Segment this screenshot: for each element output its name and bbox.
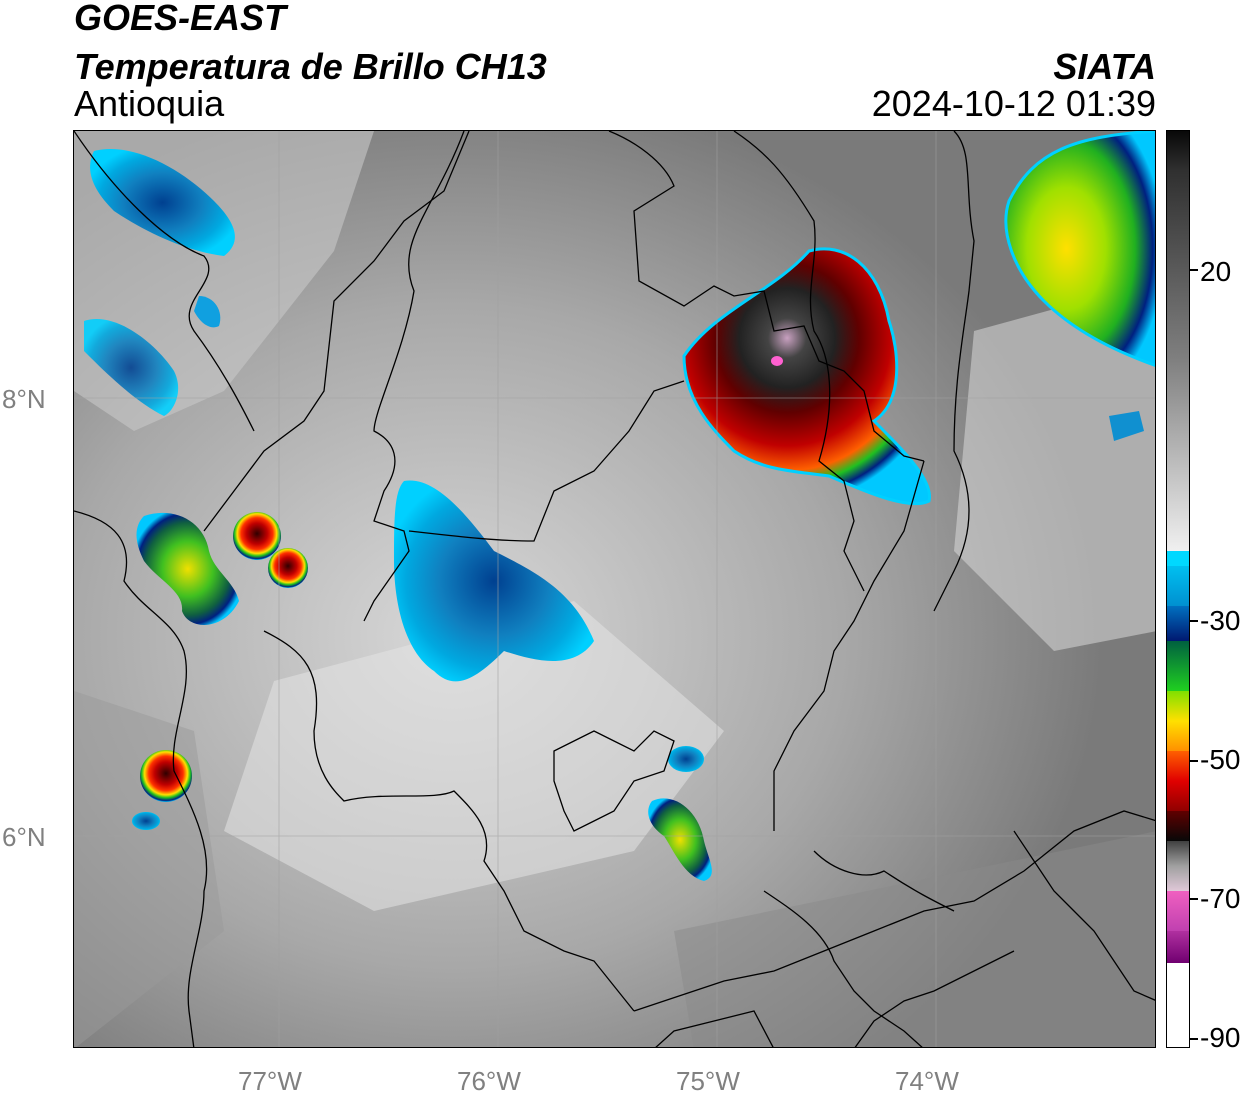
storm-cell-sw — [140, 750, 192, 802]
small-cell-east — [1109, 411, 1144, 441]
colorbar-label-minus90: -90 — [1200, 1022, 1241, 1053]
colorbar-tick — [1190, 269, 1198, 271]
coldest-top — [771, 356, 783, 366]
cloud-cluster-center — [394, 480, 594, 682]
storm-cell-w-green — [136, 512, 239, 625]
colorbar-label-20: 20 — [1200, 256, 1232, 287]
storm-cell-s — [648, 798, 712, 881]
colorbar-tick — [1190, 1038, 1198, 1040]
graticule — [74, 131, 1155, 1047]
lon-label-76w: 76°W — [457, 1066, 521, 1096]
colorbar — [1166, 130, 1190, 1048]
storm-cell-large — [682, 247, 932, 506]
satellite-map[interactable] — [73, 130, 1156, 1048]
region-subtitle: Antioquia — [74, 83, 225, 124]
colorbar-tick — [1190, 620, 1198, 622]
storm-cell-w-red2 — [268, 548, 308, 588]
satellite-title: GOES-EAST — [74, 0, 287, 38]
product-title: Temperatura de Brillo CH13 — [74, 46, 547, 87]
cloud-cluster-nw — [90, 149, 235, 256]
agency-label: SIATA — [1053, 46, 1156, 87]
storm-cell-east — [1004, 131, 1155, 367]
datetime-label: 2024-10-12 01:39 — [871, 83, 1156, 124]
lat-label-6n: 6°N — [2, 822, 46, 852]
small-cell-sw — [132, 812, 160, 830]
colorbar-tick — [1190, 760, 1198, 762]
cloud-band-center — [224, 601, 724, 911]
small-cell-nw — [194, 296, 221, 328]
boundaries — [74, 131, 1155, 1047]
colorbar-tick — [1190, 898, 1198, 900]
storm-cell-w-red1 — [233, 512, 281, 560]
lon-label-74w: 74°W — [895, 1066, 959, 1096]
lon-label-75w: 75°W — [676, 1066, 740, 1096]
colorbar-label-minus30: -30 — [1200, 605, 1241, 636]
lat-label-8n: 8°N — [2, 384, 46, 414]
small-cell-s — [668, 746, 704, 772]
cloud-cluster-w — [84, 319, 179, 416]
colorbar-label-minus50: -50 — [1200, 744, 1241, 775]
lon-label-77w: 77°W — [238, 1066, 302, 1096]
cloud-band-east — [954, 281, 1155, 651]
colorbar-label-minus70: -70 — [1200, 883, 1241, 914]
map-canvas — [74, 131, 1155, 1047]
cloud-band-se — [674, 831, 1155, 1047]
